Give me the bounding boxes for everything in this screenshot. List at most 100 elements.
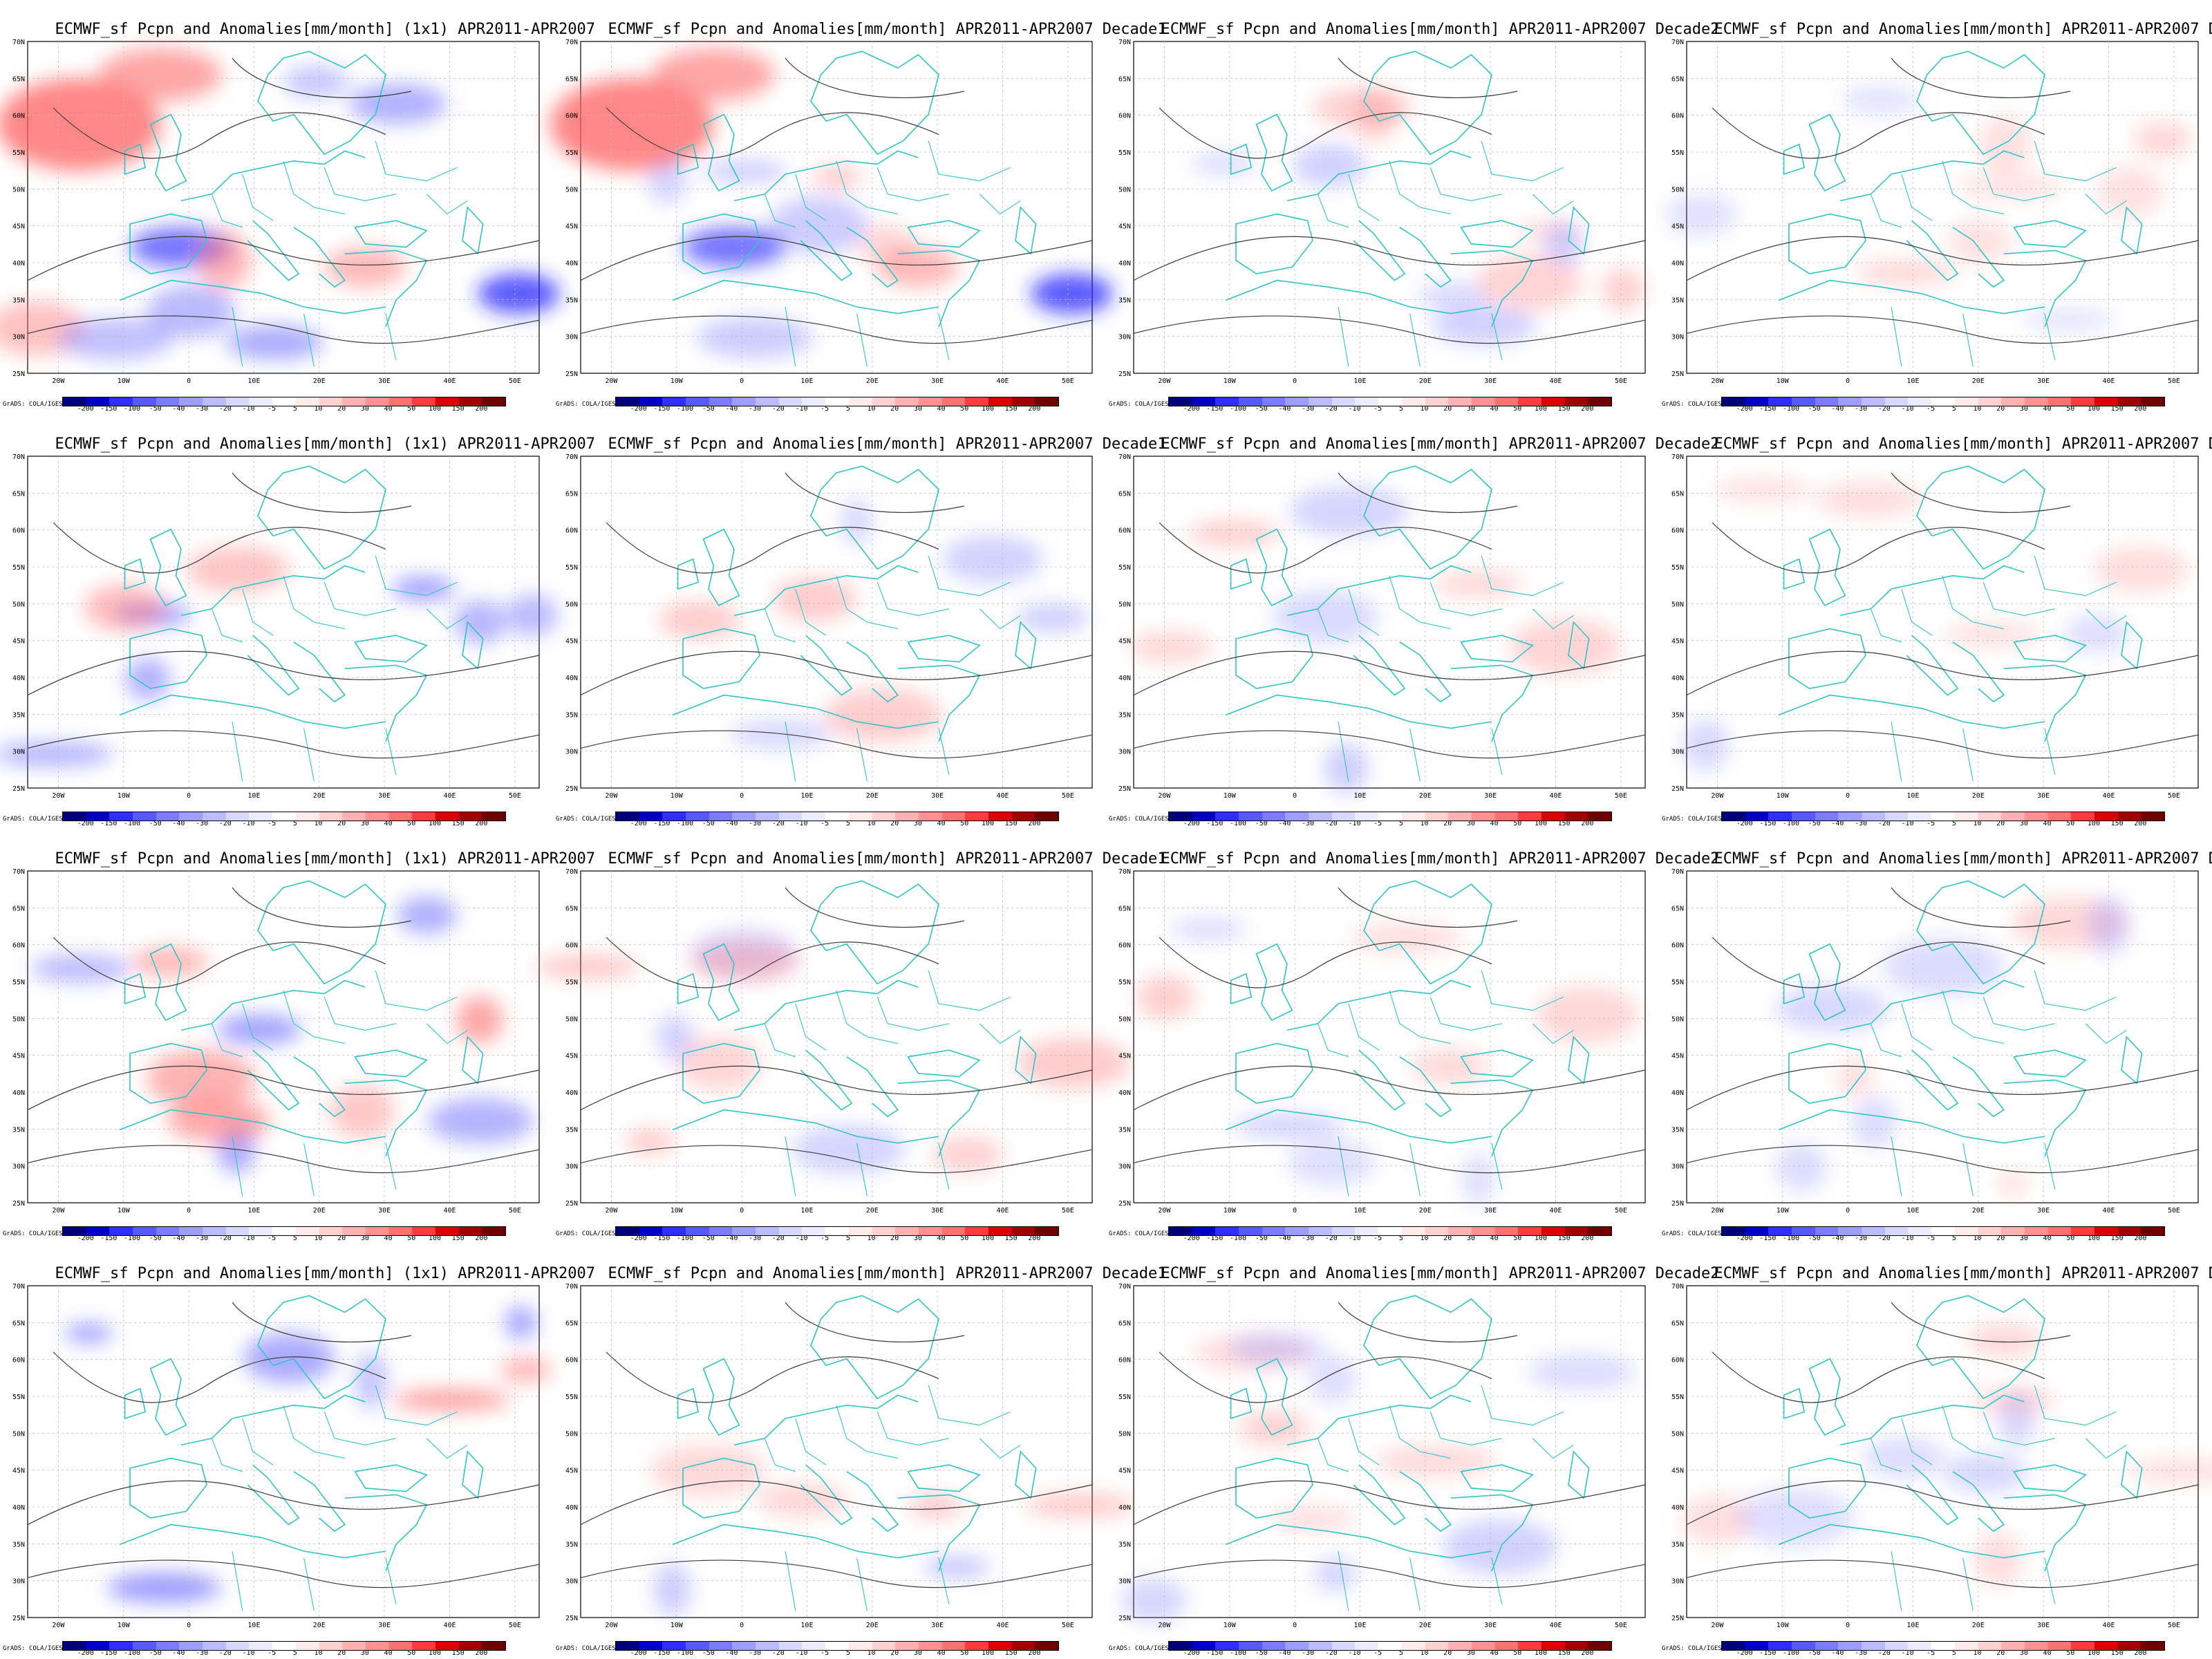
colorbar-swatch [1884,397,1909,406]
lon-tick-label: 20W [52,1622,65,1629]
coastline [1783,973,1806,1005]
colorbar-tick-label: 50 [2066,1649,2075,1657]
panel-title-line1: ECMWF_sf Pcpn and Anomalies[mm/month] AP… [608,1265,1167,1282]
colorbar-tick-label: -40 [1278,820,1291,827]
country-border [938,313,950,360]
colorbar-swatch [1401,397,1425,406]
anomaly-blob [1418,282,1490,311]
contour-line [232,887,412,928]
colorbar-tick-label: -20 [1877,1235,1891,1242]
anomaly-blob [758,1483,849,1517]
grads-credit: GrADS: COLA/IGES [1662,1645,1722,1652]
colorbar-swatch [1378,812,1403,821]
colorbar-swatch [1401,812,1425,821]
colorbar-tick-label: 20 [1443,820,1452,827]
lat-tick-label: 65N [1118,75,1131,83]
colorbar-swatch [1425,397,1449,406]
colorbar-tick-label: 30 [360,1235,369,1242]
lon-tick-label: 20E [313,792,326,800]
colorbar-tick-label: 50 [1513,405,1522,413]
coastline [1788,628,1866,689]
colorbar-swatch [1035,1642,1059,1650]
lat-tick-label: 45N [1118,1468,1131,1475]
lat-tick-label: 30N [1671,749,1684,756]
coastline [462,1035,484,1085]
colorbar-swatch [778,1642,803,1650]
colorbar-swatch [2024,1642,2048,1650]
contour-line [1686,1065,2199,1111]
coastline [129,213,207,274]
grads-credit: GrADS: COLA/IGES [1109,1230,1169,1237]
colorbar-swatch [86,812,110,821]
contour-line [580,730,1093,759]
contour-line [785,887,965,928]
contour-line [1338,472,1518,513]
anomaly-blob [1273,590,1378,643]
anomaly-blob [1815,482,1923,517]
colorbar-swatch [2001,1227,2025,1235]
country-border [2044,1557,2056,1604]
contour-line [580,236,1093,281]
colorbar [62,397,506,406]
colorbar-tick-label: 100 [428,1649,441,1657]
colorbar-swatch [2094,1227,2118,1235]
coastline [672,1524,939,1559]
colorbar-tick-label: -40 [1831,1649,1844,1657]
colorbar-tick-label: 100 [2087,405,2100,413]
lon-tick-label: 20E [866,377,879,385]
coastline [1450,1494,1534,1572]
lon-tick-label: 10W [118,1622,131,1629]
colorbar-swatch [1471,397,1495,406]
colorbar-swatch [388,1642,413,1650]
coastline [733,980,919,1031]
anomaly-blob [1971,1386,2056,1414]
anomaly-blob [1544,223,1583,266]
country-border [2044,1143,2056,1190]
anomaly-blob [1289,486,1409,536]
coastline [354,1464,428,1492]
country-border [1389,160,1451,215]
colorbar-swatch [639,1642,663,1650]
colorbar-tick-label: -20 [1324,1649,1338,1657]
colorbar-tick-label: 50 [1513,820,1522,827]
country-border [928,140,1011,182]
country-border [242,1418,274,1465]
country-border [211,194,243,228]
lon-tick-label: 20W [1158,792,1171,800]
colorbar-swatch [1215,1642,1239,1650]
country-border [1481,555,1564,597]
lon-tick-label: 30E [1484,1207,1497,1215]
colorbar-tick-label: 30 [2019,820,2028,827]
colorbar-tick-label: 200 [475,405,488,413]
colorbar-swatch [1378,1227,1403,1235]
contour-line [580,1480,1093,1526]
lon-tick-label: 10E [1906,792,1919,800]
colorbar-tick-label: -150 [100,1649,118,1657]
lon-tick-label: 40E [443,1207,456,1215]
lat-tick-label: 35N [565,1541,578,1548]
precip-contours [27,887,540,1174]
colorbar-tick-label: -200 [77,820,94,827]
contour-line [1686,650,2199,696]
graticule [581,456,1092,788]
coastline [149,1358,187,1436]
colorbar-swatch [2047,1642,2072,1650]
colorbar-tick-label: -10 [242,820,255,827]
coastline [846,641,899,703]
colorbar-tick-label: -20 [218,1235,232,1242]
colorbar-swatch [1035,812,1059,821]
colorbar-swatch [295,812,319,821]
lat-tick-label: 25N [1671,371,1684,378]
country-border [1430,582,1502,616]
colorbar-tick-label: 100 [981,1235,994,1242]
anomaly-blob [283,65,349,98]
colorbar-tick-label: -20 [771,1235,785,1242]
country-border [764,1023,796,1058]
coastline [1230,143,1253,176]
grads-credit: GrADS: COLA/IGES [556,816,616,823]
coastline [1363,465,1492,570]
colorbar-swatch [109,397,133,406]
